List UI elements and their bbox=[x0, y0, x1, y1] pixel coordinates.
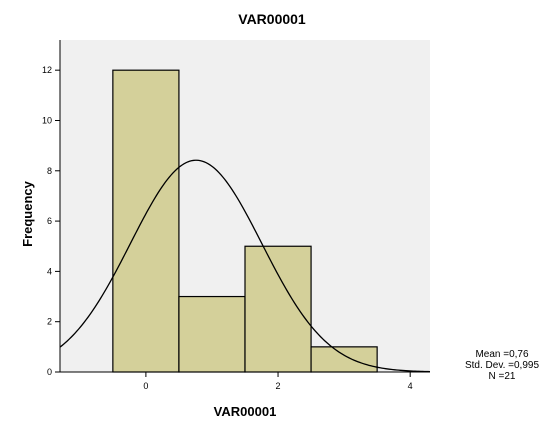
y-tick-label: 8 bbox=[47, 166, 52, 176]
histogram-bar-3 bbox=[310, 346, 378, 373]
y-tick-label: 0 bbox=[47, 367, 52, 377]
stat-std-dev: Std. Dev. =0,995 bbox=[465, 360, 539, 371]
y-tick-label: 6 bbox=[47, 216, 52, 226]
x-tick-label: 0 bbox=[143, 381, 148, 391]
y-tick-label: 2 bbox=[47, 317, 52, 327]
x-axis-label: VAR00001 bbox=[214, 404, 277, 419]
histogram-bar-2 bbox=[244, 245, 312, 373]
normal-curve-line bbox=[59, 159, 431, 373]
histogram-bar-1 bbox=[178, 295, 246, 373]
x-tick-label: 2 bbox=[276, 381, 281, 391]
chart-title: VAR00001 bbox=[238, 11, 306, 27]
y-tick-label: 12 bbox=[42, 65, 52, 75]
y-tick-label: 10 bbox=[42, 115, 52, 125]
stat-mean: Mean =0,76 bbox=[475, 349, 529, 360]
histogram-bar-0 bbox=[112, 69, 180, 373]
stat-n: N =21 bbox=[489, 371, 516, 382]
y-axis-label: Frequency bbox=[20, 180, 35, 247]
x-tick-label: 4 bbox=[408, 381, 413, 391]
y-tick-label: 4 bbox=[47, 266, 52, 276]
